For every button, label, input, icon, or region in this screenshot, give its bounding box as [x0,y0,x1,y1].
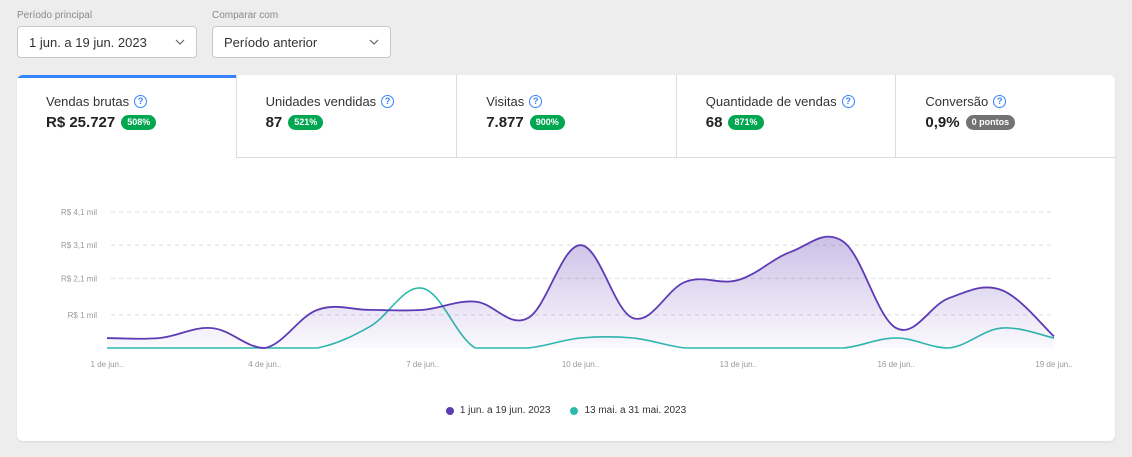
change-badge: 871% [728,115,764,130]
series-line-primary [106,235,1055,349]
tab-title: Visitas [486,93,525,109]
x-tick-label: 16 de jun.. [877,360,914,369]
x-tick-label: 4 de jun.. [248,360,281,369]
compare-label: Comparar com [212,10,279,21]
legend-dot [570,406,579,415]
metric-tabs: Vendas brutas? R$ 25.727 508% Unidades ve… [17,75,1115,158]
x-tick-label: 10 de jun.. [562,360,599,369]
y-tick-label: R$ 4,1 mil [61,208,97,217]
tab-conversao[interactable]: Conversão? 0,9% 0 pontos [895,75,1115,158]
legend-label: 1 jun. a 19 jun. 2023 [459,405,551,416]
help-icon[interactable]: ? [841,94,855,108]
tab-title: Quantidade de vendas [705,93,837,109]
chart-legend: 1 jun. a 19 jun. 2023 13 mai. a 31 mai. … [17,405,1115,416]
tab-title: Unidades vendidas [265,93,377,109]
tab-visitas[interactable]: Visitas? 7.877 900% [456,75,676,158]
change-badge: 508% [121,115,157,130]
tab-title: Vendas brutas [46,93,130,109]
tab-unidades-vendidas[interactable]: Unidades vendidas? 87 521% [236,75,457,158]
tab-title: Conversão [925,93,989,109]
tab-value: 7.877 [486,114,524,131]
change-badge: 0 pontos [965,115,1016,130]
x-tick-label: 1 de jun.. [91,360,124,369]
legend-item[interactable]: 1 jun. a 19 jun. 2023 [445,405,551,416]
compare-select[interactable]: Período anterior [212,26,391,58]
help-icon[interactable]: ? [993,94,1007,108]
x-tick-label: 19 de jun.. [1035,360,1072,369]
main-period-select[interactable]: 1 jun. a 19 jun. 2023 [17,26,197,58]
sales-chart: R$ 1 mil R$ 2,1 mil R$ 3,1 mil R$ 4,1 mil 1 … [61,208,1073,369]
tab-value: 0,9% [925,114,960,131]
main-period-filter: Período principal 1 jun. a 19 jun. 2023 [17,10,197,58]
chevron-down-icon [368,36,380,48]
y-tick-label: R$ 2,1 mil [61,274,97,283]
legend-item[interactable]: 13 mai. a 31 mai. 2023 [570,405,686,416]
legend-dot [445,406,454,415]
chevron-down-icon [174,36,186,48]
change-badge: 521% [288,115,324,130]
compare-filter: Comparar com Período anterior [212,10,391,58]
series-area-primary [107,236,1054,348]
help-icon[interactable]: ? [529,94,543,108]
tab-value: 68 [705,114,723,131]
help-icon[interactable]: ? [134,94,148,108]
y-tick-label: R$ 3,1 mil [61,241,97,250]
metrics-card: Vendas brutas? R$ 25.727 508% Unidades ve… [17,75,1115,441]
tab-vendas-brutas[interactable]: Vendas brutas? R$ 25.727 508% [17,75,237,158]
change-badge: 900% [529,115,565,130]
tab-value: R$ 25.727 [46,114,116,131]
y-tick-label: R$ 1 mil [68,311,98,320]
legend-label: 13 mai. a 31 mai. 2023 [584,405,687,416]
tab-value: 87 [265,114,283,131]
main-period-label: Período principal [17,10,93,21]
compare-value: Período anterior [224,34,318,50]
filters-bar: Período principal 1 jun. a 19 jun. 2023 … [17,10,391,58]
help-icon[interactable]: ? [381,94,395,108]
x-tick-label: 7 de jun.. [406,360,439,369]
main-period-value: 1 jun. a 19 jun. 2023 [29,34,147,50]
x-tick-label: 13 de jun.. [720,360,757,369]
tab-quantidade-de-vendas[interactable]: Quantidade de vendas? 68 871% [675,75,896,158]
